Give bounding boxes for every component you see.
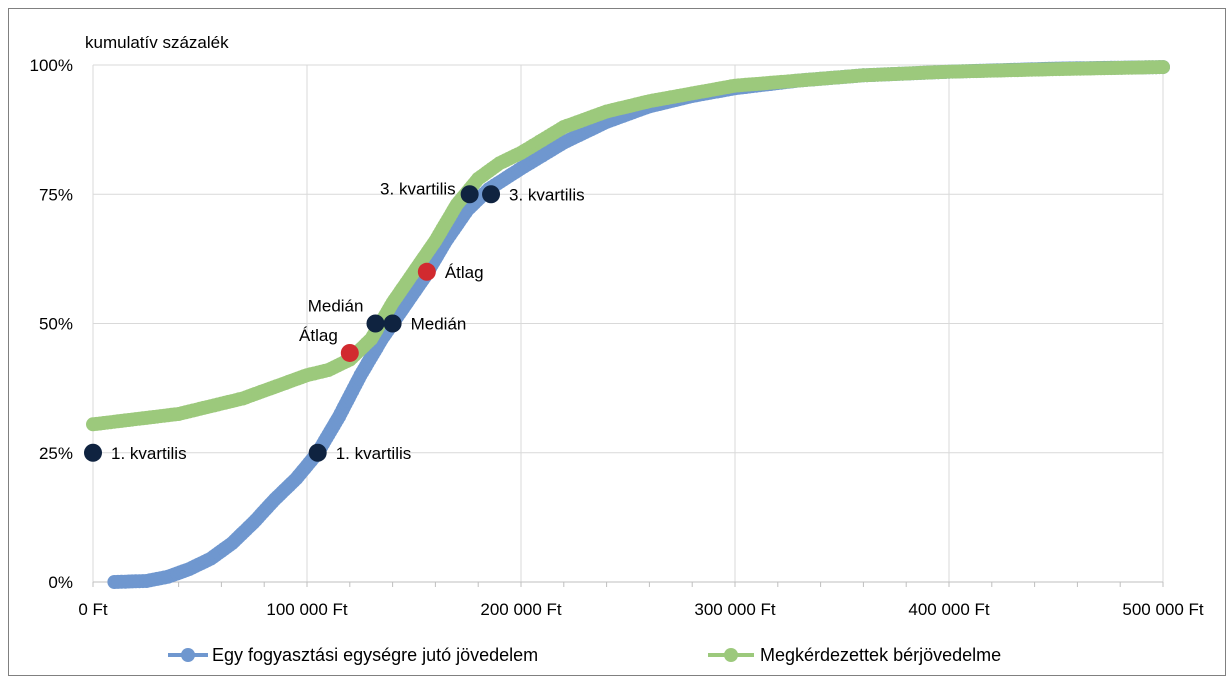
marker-point	[84, 443, 102, 462]
marker-label: 1. kvartilis	[336, 444, 412, 463]
marker-point	[308, 443, 327, 462]
y-tick-label: 75%	[39, 185, 73, 204]
x-tick-label: 200 000 Ft	[480, 600, 562, 619]
x-tick-label: 400 000 Ft	[908, 600, 990, 619]
legend-marker-series-2	[724, 648, 738, 662]
marker-label: Medián	[308, 297, 364, 316]
legend: Egy fogyasztási egységre jutó jövedelem …	[168, 645, 1001, 665]
marker-point	[340, 343, 359, 362]
gridlines	[92, 64, 1164, 587]
data-point	[1156, 60, 1170, 75]
legend-label-series-2: Megkérdezettek bérjövedelme	[760, 645, 1001, 665]
marker-label: 1. kvartilis	[111, 444, 187, 463]
y-tick-label: 50%	[39, 315, 73, 334]
y-tick-labels: 0% 25% 50% 75% 100%	[30, 56, 73, 592]
x-tick-label: 500 000 Ft	[1122, 600, 1204, 619]
marker-point	[366, 314, 385, 333]
y-tick-label: 100%	[30, 56, 73, 75]
x-tick-label: 300 000 Ft	[694, 600, 776, 619]
marker-point	[482, 185, 501, 204]
legend-marker-series-1	[181, 648, 195, 662]
x-tick-labels: 0 Ft 100 000 Ft 200 000 Ft 300 000 Ft 400 00…	[78, 600, 1204, 619]
marker-label: 3. kvartilis	[509, 185, 585, 204]
marker-label: Medián	[411, 315, 467, 334]
series-2	[86, 60, 1170, 432]
marker-label: Átlag	[445, 263, 484, 282]
marker-label: 3. kvartilis	[380, 179, 456, 198]
y-tick-label: 25%	[39, 444, 73, 463]
y-axis-title: kumulatív százalék	[85, 33, 229, 52]
marker-point	[460, 185, 479, 204]
marker-point	[383, 314, 402, 333]
series-1	[107, 60, 1170, 589]
x-tick-label: 100 000 Ft	[266, 600, 348, 619]
marker-point	[417, 262, 436, 281]
y-tick-label: 0%	[48, 573, 73, 592]
x-tick-label: 0 Ft	[78, 600, 108, 619]
legend-label-series-1: Egy fogyasztási egységre jutó jövedelem	[212, 645, 538, 665]
markers-layer: 1. kvartilis 1. kvartilis Átlag Medián Mediá…	[84, 179, 585, 463]
series-layer	[86, 60, 1170, 589]
marker-label: Átlag	[299, 326, 338, 345]
